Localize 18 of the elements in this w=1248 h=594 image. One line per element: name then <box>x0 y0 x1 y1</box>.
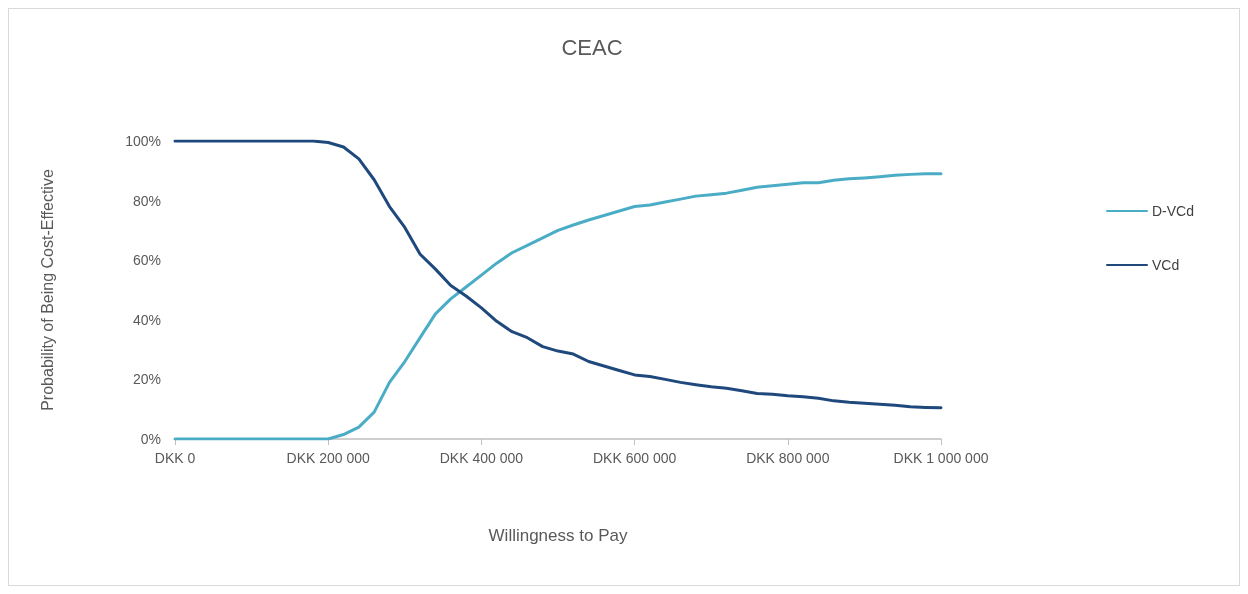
x-tick-label: DKK 800 000 <box>746 450 830 466</box>
x-axis-title: Willingness to Pay <box>488 526 628 545</box>
x-tick-label: DKK 200 000 <box>286 450 371 466</box>
y-tick-label: 20% <box>132 371 161 388</box>
legend-label: D-VCd <box>1151 203 1195 219</box>
x-tick-label: DKK 400 000 <box>439 450 524 466</box>
y-axis-title: Probability of Being Cost-Effective <box>38 169 56 411</box>
y-tick-label: 60% <box>132 252 161 269</box>
legend-label: VCd <box>1151 257 1180 273</box>
x-tick-label: DKK 600 000 <box>592 450 677 466</box>
y-tick-label: 40% <box>132 311 161 328</box>
y-tick-label: 0% <box>140 431 161 447</box>
line-series <box>173 139 943 410</box>
x-tick-label: DKK 1 000 000 <box>893 450 989 466</box>
y-tick-label: 100% <box>125 133 161 149</box>
y-tick-label: 80% <box>132 192 161 209</box>
chart-title: CEAC <box>561 34 623 60</box>
x-tick-label: DKK 0 <box>154 450 196 466</box>
